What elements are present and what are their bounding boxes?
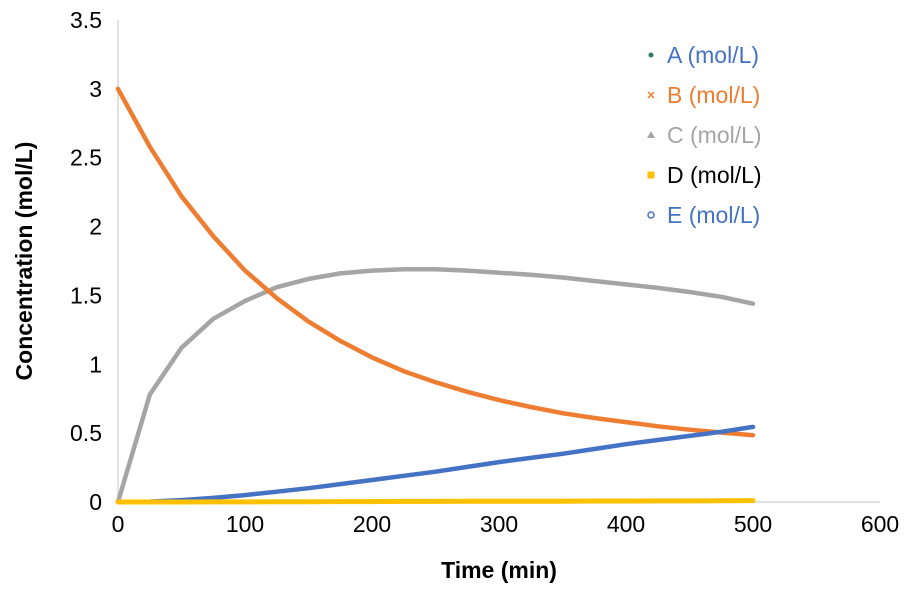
y-tick-label: 2.5 [70, 145, 102, 171]
y-axis-title: Concentration (mol/L) [11, 142, 37, 381]
series-line-a [115, 424, 756, 505]
series-line-d [115, 498, 756, 505]
series-line-b [115, 86, 756, 438]
y-tick-labels: 0 0.5 1 1.5 2 2.5 3 3.5 [70, 7, 102, 515]
legend-label: E (mol/L) [667, 202, 760, 228]
x-tick-labels: 0 100 200 300 400 500 600 [112, 511, 900, 537]
legend-marker [647, 131, 655, 138]
y-tick-label: 1.5 [70, 282, 102, 308]
legend-marker [648, 52, 654, 58]
legend-item: A (mol/L) [648, 42, 759, 68]
x-tick-label: 200 [353, 511, 391, 537]
series-layer [115, 86, 756, 505]
legend-item: E (mol/L) [647, 202, 760, 228]
legend-marker [647, 91, 655, 99]
x-tick-label: 0 [112, 511, 125, 537]
y-tick-label: 2 [89, 214, 102, 240]
x-tick-label: 100 [226, 511, 264, 537]
legend-item: B (mol/L) [647, 82, 760, 108]
legend-marker [647, 171, 655, 179]
legend-label: B (mol/L) [667, 82, 760, 108]
legend-item: C (mol/L) [647, 122, 762, 148]
y-tick-label: 0.5 [70, 420, 102, 446]
y-tick-label: 0 [89, 489, 102, 515]
legend-label: C (mol/L) [667, 122, 762, 148]
legend-marker [647, 211, 655, 219]
legend-item: D (mol/L) [647, 162, 762, 188]
y-tick-label: 3 [89, 76, 102, 102]
x-tick-label: 600 [861, 511, 899, 537]
x-tick-label: 500 [734, 511, 772, 537]
x-tick-label: 300 [480, 511, 518, 537]
y-tick-label: 3.5 [70, 7, 102, 33]
legend-label: D (mol/L) [667, 162, 762, 188]
x-tick-label: 400 [607, 511, 645, 537]
legend: A (mol/L) B (mol/L) C (mol/L) D (mol/L) E (m… [647, 42, 762, 228]
legend-label: A (mol/L) [667, 42, 759, 68]
x-axis-title: Time (min) [441, 557, 557, 583]
series-line-c [115, 267, 756, 505]
y-tick-label: 1 [89, 351, 102, 377]
